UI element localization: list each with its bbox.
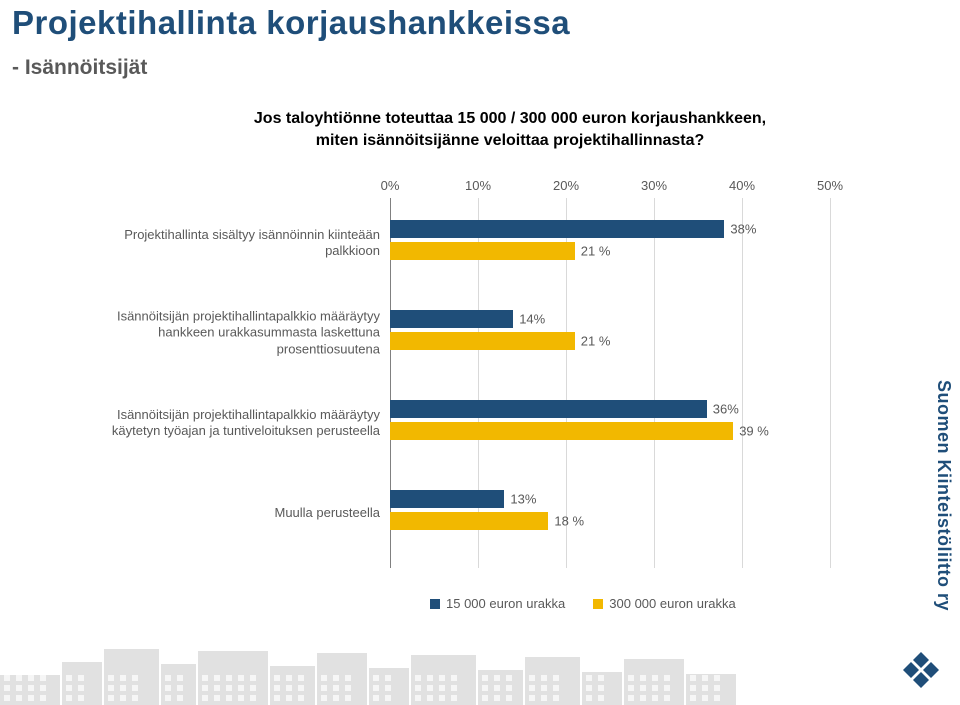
category-label: Isännöitsijän projektihallintapalkkio mä… (110, 407, 390, 440)
bar-value-label: 18 % (554, 514, 584, 529)
bar-value-label: 14% (519, 312, 545, 327)
sidetext-value: Suomen Kiinteistöliitto ry (934, 380, 954, 611)
x-tick: 10% (465, 178, 491, 193)
footer-illustration (0, 635, 750, 705)
x-tick: 30% (641, 178, 667, 193)
bar (390, 310, 513, 328)
chart-question: Jos taloyhtiönne toteuttaa 15 000 / 300 … (240, 108, 780, 151)
category-label: Isännöitsijän projektihallintapalkkio mä… (110, 309, 390, 358)
question-line-2: miten isännöitsijänne veloittaa projekti… (316, 132, 705, 149)
bar (390, 490, 504, 508)
logo-icon (900, 649, 942, 691)
building-silhouette (161, 664, 196, 705)
category-group: Isännöitsijän projektihallintapalkkio mä… (390, 378, 830, 468)
bar (390, 400, 707, 418)
bar-value-label: 36% (713, 402, 739, 417)
chart-legend: 15 000 euron urakka 300 000 euron urakka (430, 596, 736, 611)
building-silhouette (0, 675, 60, 705)
bar-value-label: 13% (510, 492, 536, 507)
legend-item: 300 000 euron urakka (593, 596, 735, 611)
bar-value-label: 39 % (739, 424, 769, 439)
page-title: Projektihallinta korjaushankkeissa (12, 4, 570, 42)
bar-value-label: 38% (730, 222, 756, 237)
page: Projektihallinta korjaushankkeissa - Isä… (0, 0, 960, 705)
x-tick: 20% (553, 178, 579, 193)
bar-value-label: 21 % (581, 244, 611, 259)
x-tick: 50% (817, 178, 843, 193)
title-text: Projektihallinta korjaushankkeissa (12, 4, 570, 41)
bar (390, 512, 548, 530)
legend-label: 15 000 euron urakka (446, 596, 565, 611)
bar (390, 242, 575, 260)
bar-chart: 0%10%20%30%40%50% Projektihallinta sisäl… (390, 178, 830, 568)
building-silhouette (478, 670, 523, 705)
x-tick: 40% (729, 178, 755, 193)
bar-value-label: 21 % (581, 334, 611, 349)
subtitle-text: - Isännöitsijät (12, 56, 147, 79)
building-silhouette (624, 659, 684, 705)
x-axis: 0%10%20%30%40%50% (390, 178, 830, 198)
building-silhouette (104, 649, 159, 705)
legend-item: 15 000 euron urakka (430, 596, 565, 611)
building-silhouette (525, 657, 580, 705)
plot-area: Projektihallinta sisältyy isännöinnin ki… (390, 198, 830, 568)
category-group: Muulla perusteella13%18 % (390, 468, 830, 558)
bar (390, 220, 724, 238)
bar (390, 332, 575, 350)
category-group: Projektihallinta sisältyy isännöinnin ki… (390, 198, 830, 288)
building-silhouette (369, 668, 409, 705)
building-silhouette (270, 666, 315, 705)
building-silhouette (582, 672, 622, 705)
building-silhouette (686, 674, 736, 705)
building-silhouette (62, 662, 102, 705)
building-silhouette (411, 655, 476, 705)
legend-label: 300 000 euron urakka (609, 596, 735, 611)
gridline (830, 198, 831, 568)
legend-swatch (593, 599, 603, 609)
category-group: Isännöitsijän projektihallintapalkkio mä… (390, 288, 830, 378)
legend-swatch (430, 599, 440, 609)
category-label: Muulla perusteella (110, 505, 390, 521)
x-tick: 0% (381, 178, 400, 193)
question-line-1: Jos taloyhtiönne toteuttaa 15 000 / 300 … (254, 110, 766, 127)
organization-name-vertical: Suomen Kiinteistöliitto ry (933, 380, 954, 611)
building-silhouette (317, 653, 367, 705)
page-subtitle: - Isännöitsijät (12, 56, 147, 80)
category-label: Projektihallinta sisältyy isännöinnin ki… (110, 227, 390, 260)
building-silhouette (198, 651, 268, 705)
bar (390, 422, 733, 440)
